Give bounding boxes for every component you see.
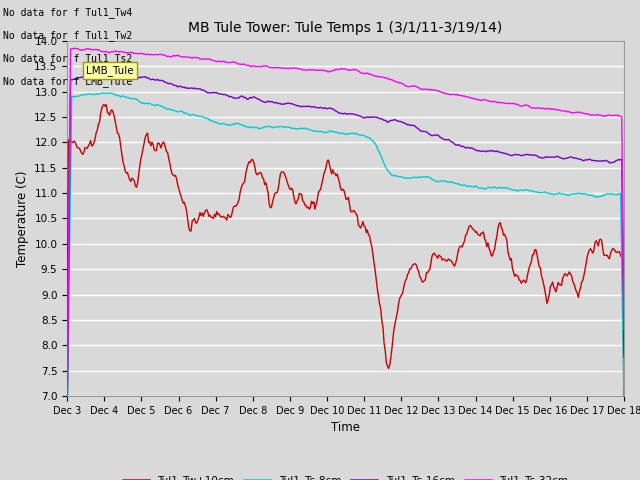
Text: No data for f Tul1_Ts2: No data for f Tul1_Ts2 xyxy=(3,53,132,64)
Legend: Tul1_Tw+10cm, Tul1_Ts-8cm, Tul1_Ts-16cm, Tul1_Ts-32cm: Tul1_Tw+10cm, Tul1_Ts-8cm, Tul1_Ts-16cm,… xyxy=(118,471,573,480)
Text: No data for f LMB_Tule: No data for f LMB_Tule xyxy=(3,76,132,87)
Text: No data for f Tul1_Tw2: No data for f Tul1_Tw2 xyxy=(3,30,132,41)
X-axis label: Time: Time xyxy=(331,421,360,434)
Y-axis label: Temperature (C): Temperature (C) xyxy=(15,170,29,267)
Text: LMB_Tule: LMB_Tule xyxy=(86,65,134,76)
Title: MB Tule Tower: Tule Temps 1 (3/1/11-3/19/14): MB Tule Tower: Tule Temps 1 (3/1/11-3/19… xyxy=(188,22,503,36)
Text: No data for f Tul1_Tw4: No data for f Tul1_Tw4 xyxy=(3,7,132,18)
